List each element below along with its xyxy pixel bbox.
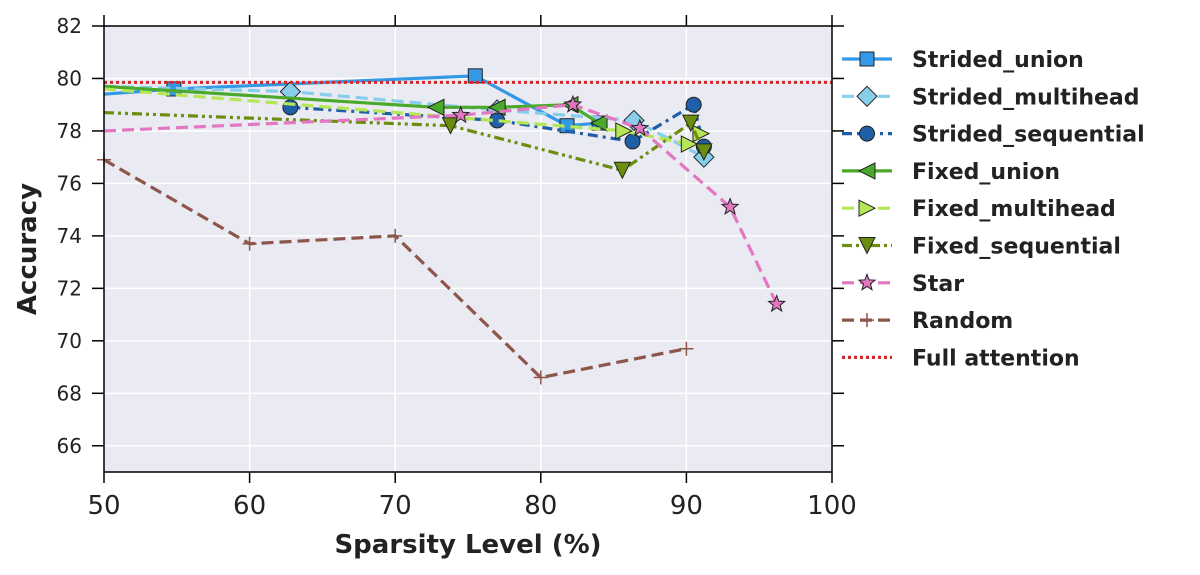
legend-item: Random [842, 309, 1013, 334]
data-point [563, 94, 583, 113]
legend-item: Full attention [842, 346, 1080, 371]
y-tick-label: 66 [57, 434, 82, 458]
legend-item: Fixed_multihead [842, 197, 1116, 222]
data-point [685, 96, 702, 113]
legend-label: Fixed_multihead [912, 197, 1116, 222]
legend-marker [857, 162, 876, 180]
data-point [767, 294, 787, 313]
legend-item: Strided_multihead [842, 85, 1140, 110]
legend-marker [860, 313, 874, 328]
x-tick-label: 80 [524, 491, 557, 521]
y-tick-label: 74 [57, 224, 82, 248]
x-tick-label: 100 [807, 491, 857, 521]
data-point [624, 133, 641, 150]
y-tick-label: 82 [57, 14, 82, 38]
legend-label: Star [912, 272, 964, 297]
legend-label: Fixed_sequential [912, 235, 1121, 260]
legend-item: Fixed_sequential [842, 235, 1121, 260]
legend-label: Strided_multihead [912, 85, 1140, 110]
y-tick-label: 78 [57, 119, 82, 143]
data-point [451, 105, 471, 124]
data-point [679, 341, 694, 356]
x-axis-title: Sparsity Level (%) [334, 530, 601, 560]
series-line [103, 110, 706, 173]
data-point [720, 197, 740, 216]
data-point [630, 118, 650, 137]
y-tick-label: 72 [57, 276, 82, 300]
legend-label: Strided_union [912, 48, 1084, 73]
data-point [533, 370, 548, 385]
legend-marker [859, 125, 875, 142]
data-point [615, 122, 633, 140]
x-tick-label: 90 [670, 491, 703, 521]
data-point [467, 68, 483, 84]
legend-item: Strided_union [842, 48, 1084, 73]
legend: Strided_union Strided_multihead Strided_se… [842, 48, 1145, 371]
data-point [441, 117, 460, 135]
legend-marker [858, 199, 877, 218]
y-tick-label: 80 [57, 66, 82, 90]
x-tick-label: 60 [233, 491, 266, 521]
legend-marker [859, 51, 875, 67]
series-star [103, 94, 787, 313]
data-point [695, 143, 713, 162]
data-point [388, 228, 403, 243]
y-tick-label: 76 [57, 171, 82, 195]
legend-label: Strided_sequential [912, 123, 1145, 148]
y-axis-title: Accuracy [13, 183, 43, 315]
data-point [681, 114, 700, 133]
data-point [426, 98, 445, 117]
axis-ticks: 50 60 70 80 90 100 66 68 70 72 74 76 78 80 82 [57, 14, 857, 521]
legend-label: Full attention [912, 346, 1080, 371]
legend-label: Random [912, 309, 1013, 334]
legend-marker [856, 85, 878, 108]
series-layer [97, 68, 832, 385]
x-tick-label: 50 [87, 491, 120, 521]
data-point [589, 114, 608, 132]
data-point [613, 161, 632, 180]
data-point [242, 236, 257, 251]
series-fixed-sequential [103, 110, 713, 180]
legend-item: Fixed_union [842, 160, 1060, 185]
y-tick-label: 68 [57, 381, 82, 405]
legend-label: Fixed_union [912, 160, 1060, 185]
x-tick-label: 70 [379, 491, 412, 521]
plot-background [104, 26, 832, 472]
legend-marker [858, 237, 876, 255]
plot-frame [103, 25, 833, 473]
legend-item: Star [842, 272, 964, 297]
legend-marker [857, 272, 877, 291]
y-tick-label: 70 [57, 329, 82, 353]
data-point [680, 135, 699, 153]
legend-item: Strided_sequential [842, 123, 1145, 148]
series-line [103, 103, 779, 305]
